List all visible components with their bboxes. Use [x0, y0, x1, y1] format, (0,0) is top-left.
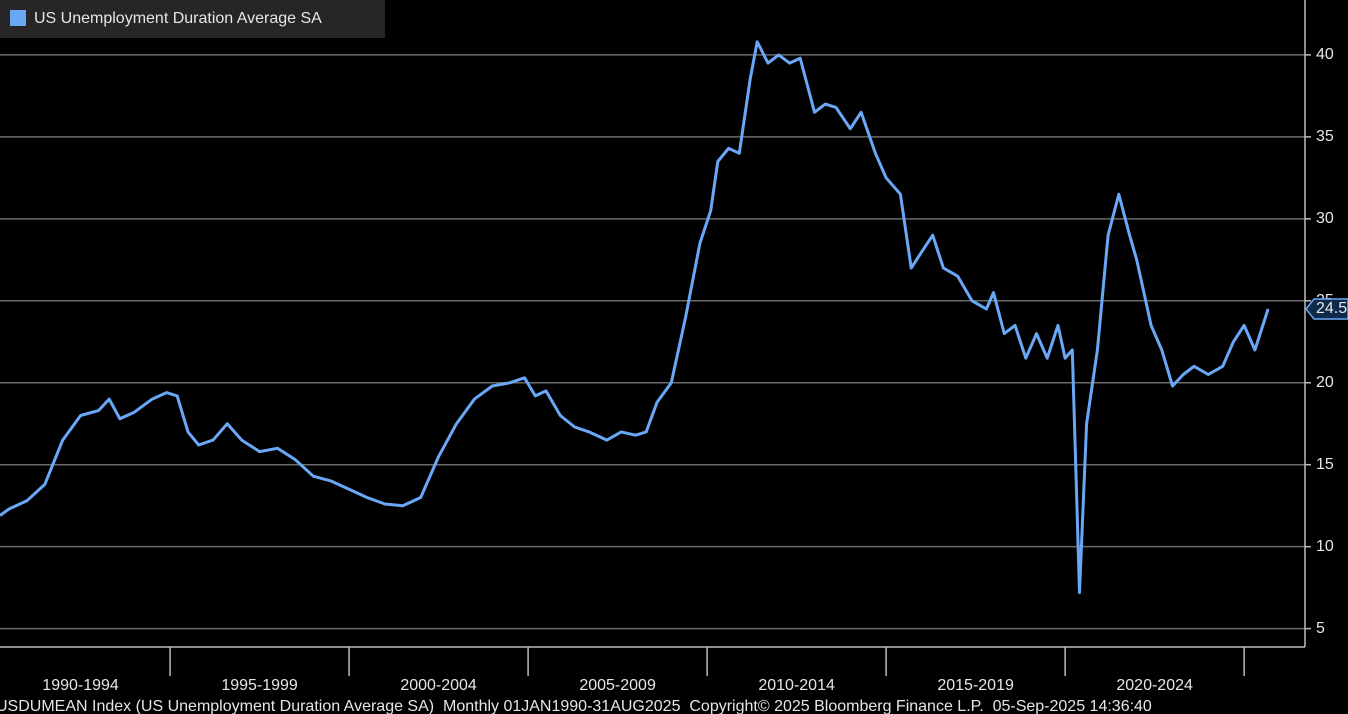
- legend-swatch: [10, 10, 26, 26]
- x-tick-label: 1990-1994: [42, 677, 119, 694]
- y-tick-label: 15: [1316, 456, 1334, 473]
- y-tick-label: 5: [1316, 620, 1325, 637]
- legend-label: US Unemployment Duration Average SA: [34, 10, 322, 27]
- x-tick-label: 2020-2024: [1116, 677, 1193, 694]
- x-tick-label: 2005-2009: [579, 677, 656, 694]
- x-tick-label: 2015-2019: [937, 677, 1014, 694]
- y-tick-label: 40: [1316, 46, 1334, 63]
- y-tick-label: 35: [1316, 128, 1334, 145]
- line-series: [0, 40, 1270, 594]
- y-tick-label: 10: [1316, 538, 1334, 555]
- legend: US Unemployment Duration Average SA: [0, 0, 385, 38]
- x-tick-label: 1995-1999: [221, 677, 298, 694]
- y-tick-label: 20: [1316, 374, 1334, 391]
- legend-box: [0, 0, 385, 38]
- x-tick-label: 2000-2004: [400, 677, 477, 694]
- last-value-badge: [1305, 298, 1348, 320]
- x-tick-label: 2010-2014: [758, 677, 835, 694]
- footer: USDUMEAN Index (US Unemployment Duration…: [0, 698, 1152, 714]
- y-tick-label: 30: [1316, 210, 1334, 227]
- last-value-label: 24.5: [1316, 300, 1347, 317]
